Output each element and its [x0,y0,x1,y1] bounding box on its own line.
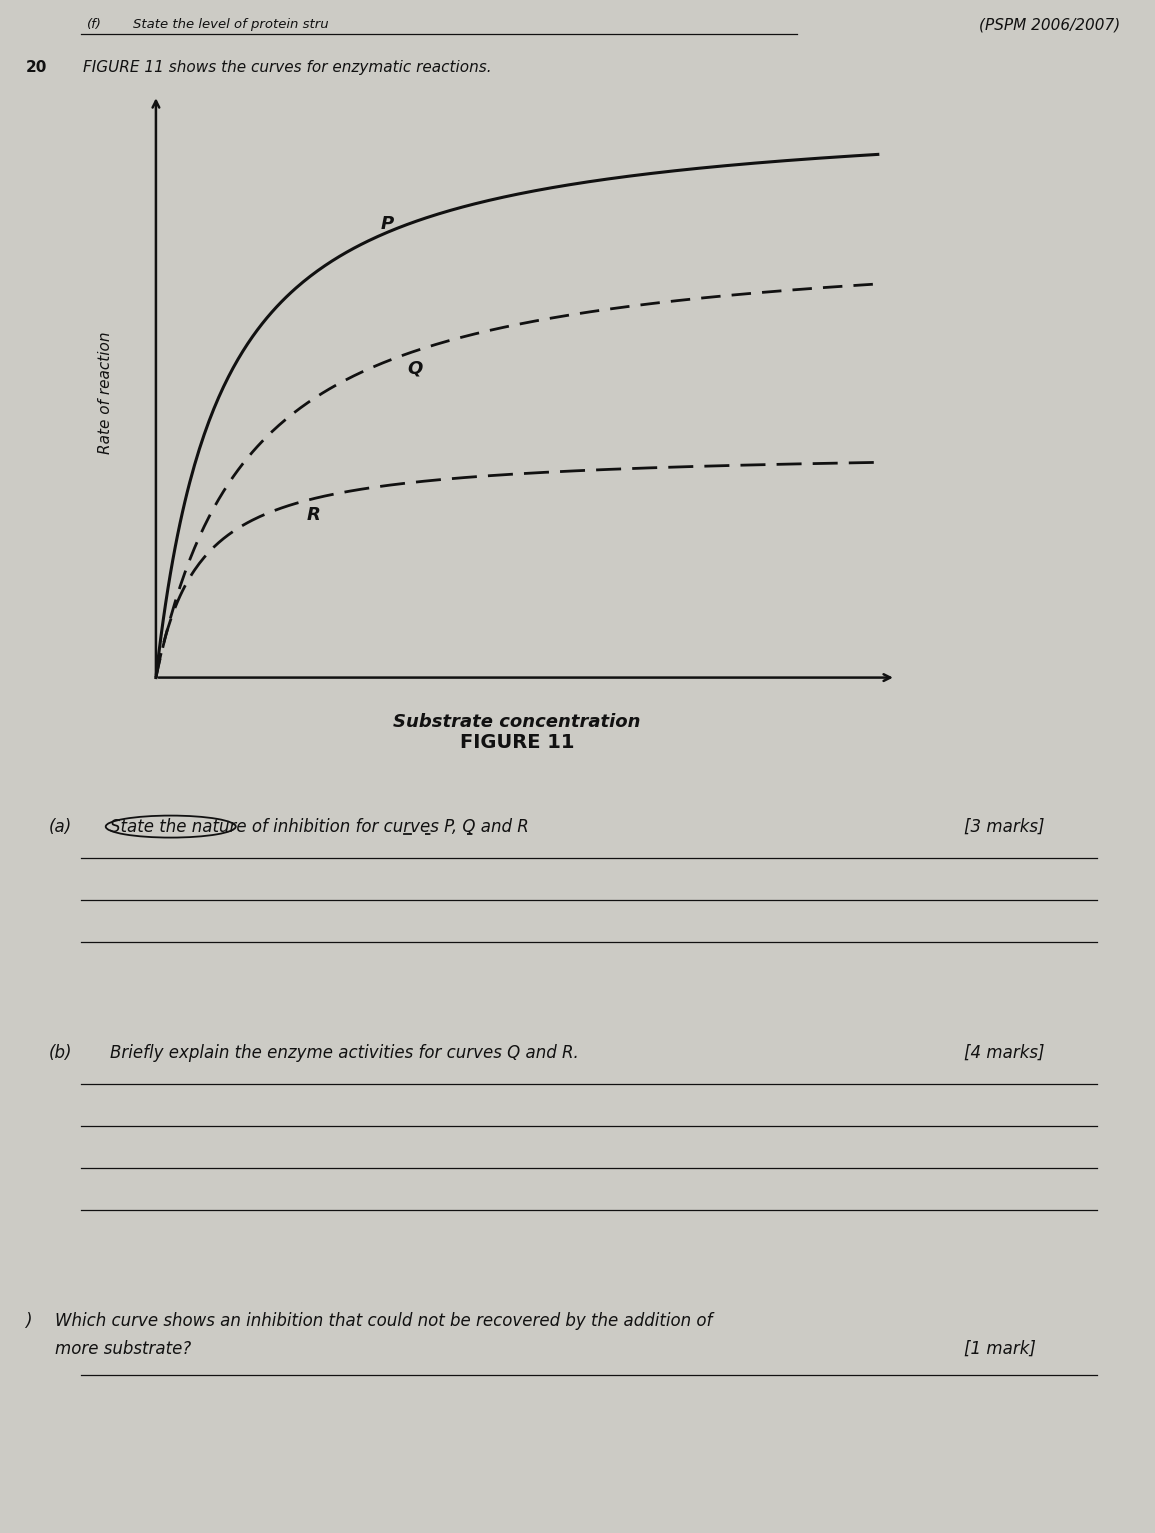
Text: (b): (b) [49,1044,72,1061]
Text: Q: Q [408,360,423,377]
Text: (PSPM 2006/2007): (PSPM 2006/2007) [979,18,1120,34]
Text: 20: 20 [25,60,47,75]
Text: more substrate?: more substrate? [55,1340,192,1358]
Text: Briefly explain the enzyme activities for curves Q and R.: Briefly explain the enzyme activities fo… [110,1044,579,1061]
Text: FIGURE 11 shows the curves for enzymatic reactions.: FIGURE 11 shows the curves for enzymatic… [83,60,492,75]
Text: Rate of reaction: Rate of reaction [98,331,113,454]
Text: Which curve shows an inhibition that could not be recovered by the addition of: Which curve shows an inhibition that cou… [55,1312,713,1329]
Text: ): ) [25,1312,32,1329]
Text: [3 marks]: [3 marks] [964,817,1045,835]
Text: Substrate concentration: Substrate concentration [393,713,641,731]
Text: State the level of protein stru: State the level of protein stru [133,18,328,31]
Text: State the nature of inhibition for curves P, Q and R: State the nature of inhibition for curve… [110,817,529,835]
Text: P: P [380,215,394,233]
Text: (f): (f) [87,18,102,31]
Text: [1 mark]: [1 mark] [964,1340,1036,1358]
Text: R: R [306,506,320,524]
Text: FIGURE 11: FIGURE 11 [460,733,574,751]
Text: (a): (a) [49,817,72,835]
Text: [4 marks]: [4 marks] [964,1044,1045,1061]
